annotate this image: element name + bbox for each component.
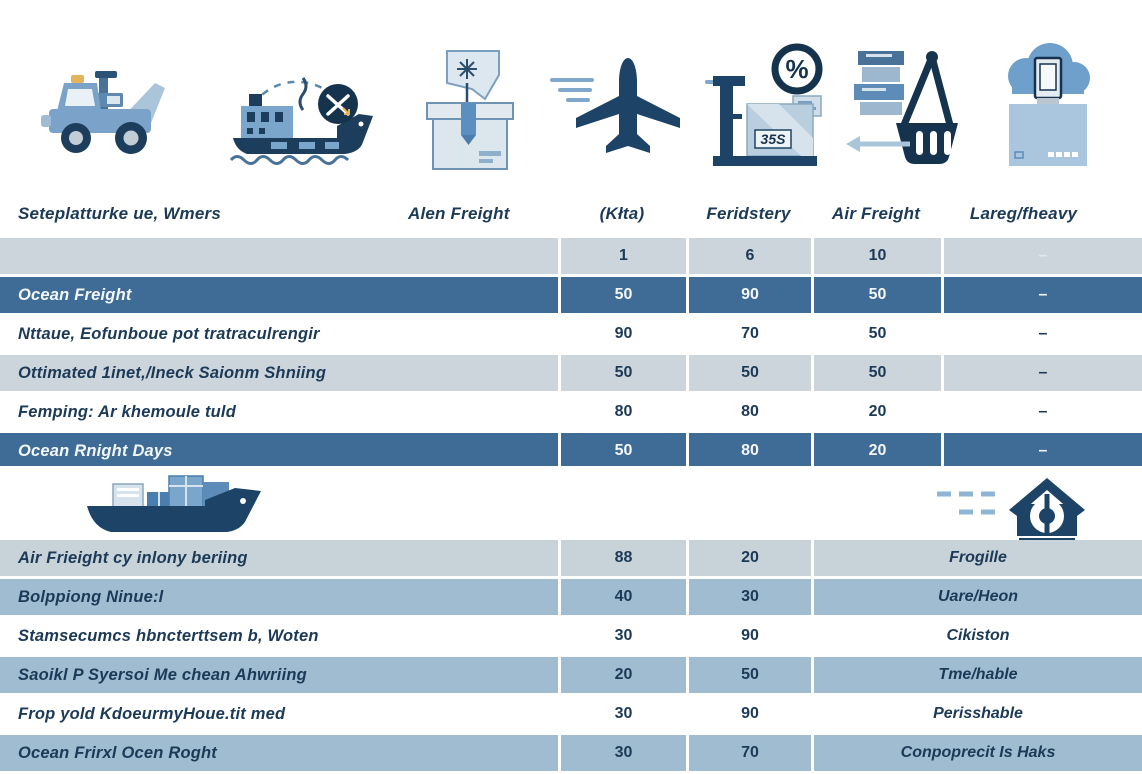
percent-symbol: % [785,54,808,84]
motion-dashes-icon [937,491,995,515]
row-label: Saoikl P Syersoi Me chean Ahwriing [0,657,558,693]
cell-value: 1 [558,238,686,274]
table-row: Ocean Frirxl Ocen Roght 30 70 Conpopreci… [0,735,1142,771]
cell-value: 6 [686,238,811,274]
cell-value: – [941,355,1142,391]
header-col-4: Lareg/fheavy [969,204,1078,223]
table-row: Saoikl P Syersoi Me chean Ahwriing 20 50… [0,657,1142,693]
row-label: Femping: Ar khemoule tuld [0,394,558,430]
cell-tag: Conpoprecit Is Haks [811,735,1142,771]
table-row: Femping: Ar khemoule tuld 80 80 20 – [0,394,1142,430]
cell-tag: Cikiston [811,618,1142,654]
cell-value: 20 [686,540,811,576]
row-label: Stamsecumcs hbncterttsem b, Woten [0,618,558,654]
cell-value: 90 [686,277,811,313]
cell-value: – [941,238,1142,274]
header-col-1: (Kłta) [599,204,645,223]
row-label: Ocean Freight [0,277,558,313]
cell-value: 50 [811,316,941,352]
cell-value: 50 [811,355,941,391]
cell-value: 30 [558,618,686,654]
cell-value: 40 [558,579,686,615]
header-group-left: Seteplatturke ue, Wmers [18,204,221,223]
cell-value: 90 [686,618,811,654]
cell-value: 50 [686,657,811,693]
row-label: Ocean Frirxl Ocen Roght [0,735,558,771]
cell-value: – [941,394,1142,430]
cloud-delivery-icon [1008,43,1090,166]
cell-value: 80 [686,433,811,469]
header-group-mid: Alen Freight [408,204,510,223]
cell-value: 20 [811,433,941,469]
cell-tag: Frogille [811,540,1142,576]
row-label: Ocean Rnight Days [0,433,558,469]
table-header: Seteplatturke ue, Wmers Alen Freight (Kł… [0,190,1142,238]
cell-value: 50 [558,433,686,469]
cell-value: 90 [558,316,686,352]
cell-value: 70 [686,735,811,771]
table-row: 1 6 10 – [0,238,1142,274]
row-label: Frop yold KdoeurmyHoue.tit med [0,696,558,732]
row-label [0,238,558,274]
cell-value: – [941,316,1142,352]
package-pin-icon [426,50,514,170]
row-label: Air Frieight cy inlony beriing [0,540,558,576]
home-delivery-icon [1009,478,1085,542]
cell-value: 30 [686,579,811,615]
table-row: Ocean Freight 50 90 50 – [0,277,1142,313]
crane-containers-icon [846,51,958,164]
bottom-table: Air Frieight cy inlony beriing 88 20 Fro… [0,540,1142,774]
cell-value: 50 [558,277,686,313]
top-table: 1 6 10 – Ocean Freight 50 90 50 – Nttaue… [0,238,1142,472]
cell-value: 50 [811,277,941,313]
cell-value: 50 [686,355,811,391]
table-row: Ottimated 1inet,/Ineck Saionm Shniing 50… [0,355,1142,391]
cell-value: 80 [686,394,811,430]
cell-value: 20 [811,394,941,430]
weighing-scale-icon: % 35S [705,43,823,166]
middle-icon-band [0,466,1142,542]
cell-value: – [941,433,1142,469]
cargo-ship-icon [229,77,373,165]
tow-truck-icon [41,71,165,154]
cell-tag: Uare/Heon [811,579,1142,615]
row-label: Ottimated 1inet,/Ineck Saionm Shniing [0,355,558,391]
header-col-3: Air Freight [831,204,921,223]
scale-package-label: 35S [761,131,787,147]
cell-tag: Tme/hable [811,657,1142,693]
icon-band: % 35S [0,0,1142,190]
home-delivery-group [935,476,1085,542]
cell-value: 50 [558,355,686,391]
cell-value: – [941,277,1142,313]
airplane-icon [550,58,680,153]
row-label: Bolppiong Ninue:l [0,579,558,615]
cell-value: 30 [558,696,686,732]
row-label: Nttaue, Eofunboue pot tratraculrengir [0,316,558,352]
table-row: Air Frieight cy inlony beriing 88 20 Fro… [0,540,1142,576]
table-row: Frop yold KdoeurmyHoue.tit med 30 90 Per… [0,696,1142,732]
header-col-2: Feridstery [706,204,791,223]
cell-value: 80 [558,394,686,430]
cell-value: 88 [558,540,686,576]
cell-tag: Perisshable [811,696,1142,732]
table-row: Ocean Rnight Days 50 80 20 – [0,433,1142,469]
cell-value: 90 [686,696,811,732]
cell-value: 20 [558,657,686,693]
cargo-ship-large-icon [87,475,261,532]
table-row: Stamsecumcs hbncterttsem b, Woten 30 90 … [0,618,1142,654]
table-row: Nttaue, Eofunboue pot tratraculrengir 90… [0,316,1142,352]
cell-value: 70 [686,316,811,352]
cell-value: 10 [811,238,941,274]
cell-value: 30 [558,735,686,771]
table-row: Bolppiong Ninue:l 40 30 Uare/Heon [0,579,1142,615]
